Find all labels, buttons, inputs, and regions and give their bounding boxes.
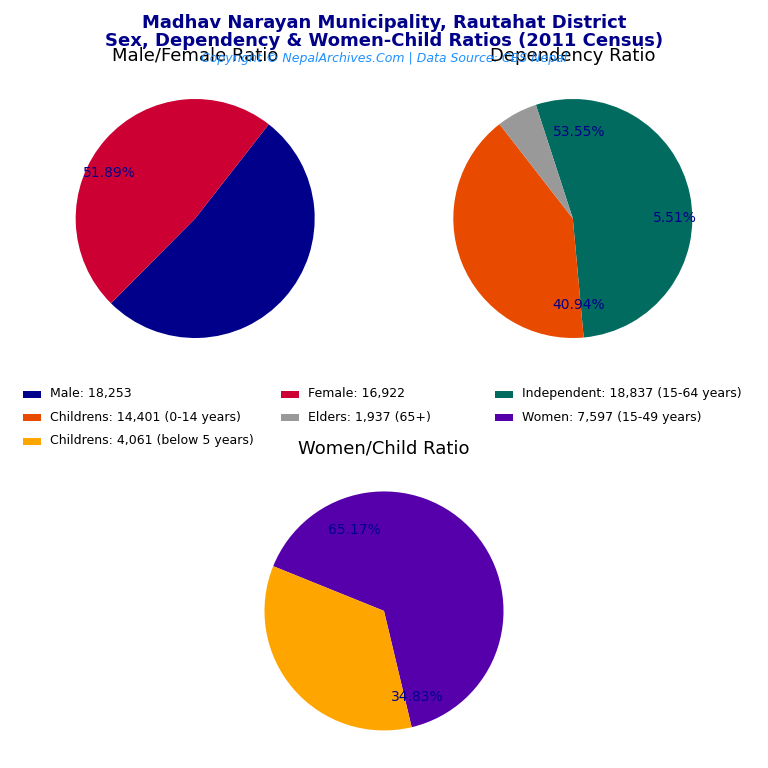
Wedge shape: [536, 99, 692, 337]
Title: Male/Female Ratio: Male/Female Ratio: [112, 47, 278, 65]
Text: Female: 16,922: Female: 16,922: [308, 387, 405, 400]
Title: Women/Child Ratio: Women/Child Ratio: [298, 439, 470, 457]
Wedge shape: [76, 99, 269, 303]
Text: 51.89%: 51.89%: [83, 166, 136, 180]
Text: Childrens: 14,401 (0-14 years): Childrens: 14,401 (0-14 years): [50, 411, 241, 424]
Wedge shape: [499, 105, 573, 219]
Text: Male: 18,253: Male: 18,253: [50, 387, 131, 400]
Text: 40.94%: 40.94%: [552, 297, 605, 312]
Bar: [23, 414, 41, 421]
Text: Madhav Narayan Municipality, Rautahat District: Madhav Narayan Municipality, Rautahat Di…: [142, 14, 626, 31]
Bar: [281, 391, 300, 398]
Text: Women: 7,597 (15-49 years): Women: 7,597 (15-49 years): [522, 411, 701, 424]
Text: 65.17%: 65.17%: [328, 523, 380, 537]
Text: Childrens: 4,061 (below 5 years): Childrens: 4,061 (below 5 years): [50, 434, 253, 447]
Wedge shape: [111, 124, 315, 338]
Wedge shape: [453, 124, 584, 338]
Text: Elders: 1,937 (65+): Elders: 1,937 (65+): [308, 411, 431, 424]
Bar: [495, 391, 513, 398]
Text: Copyright © NepalArchives.Com | Data Source: CBS Nepal: Copyright © NepalArchives.Com | Data Sou…: [201, 52, 567, 65]
Bar: [281, 414, 300, 421]
Bar: [23, 391, 41, 398]
Text: Sex, Dependency & Women-Child Ratios (2011 Census): Sex, Dependency & Women-Child Ratios (20…: [105, 32, 663, 50]
Text: 48.11%: 48.11%: [238, 273, 291, 288]
Text: 34.83%: 34.83%: [391, 690, 444, 704]
Text: 53.55%: 53.55%: [552, 125, 605, 140]
Wedge shape: [264, 566, 412, 730]
Text: Independent: 18,837 (15-64 years): Independent: 18,837 (15-64 years): [522, 387, 741, 400]
Text: 5.51%: 5.51%: [653, 211, 697, 226]
Bar: [495, 414, 513, 421]
Bar: [23, 438, 41, 445]
Wedge shape: [273, 492, 504, 727]
Title: Dependency Ratio: Dependency Ratio: [490, 47, 656, 65]
